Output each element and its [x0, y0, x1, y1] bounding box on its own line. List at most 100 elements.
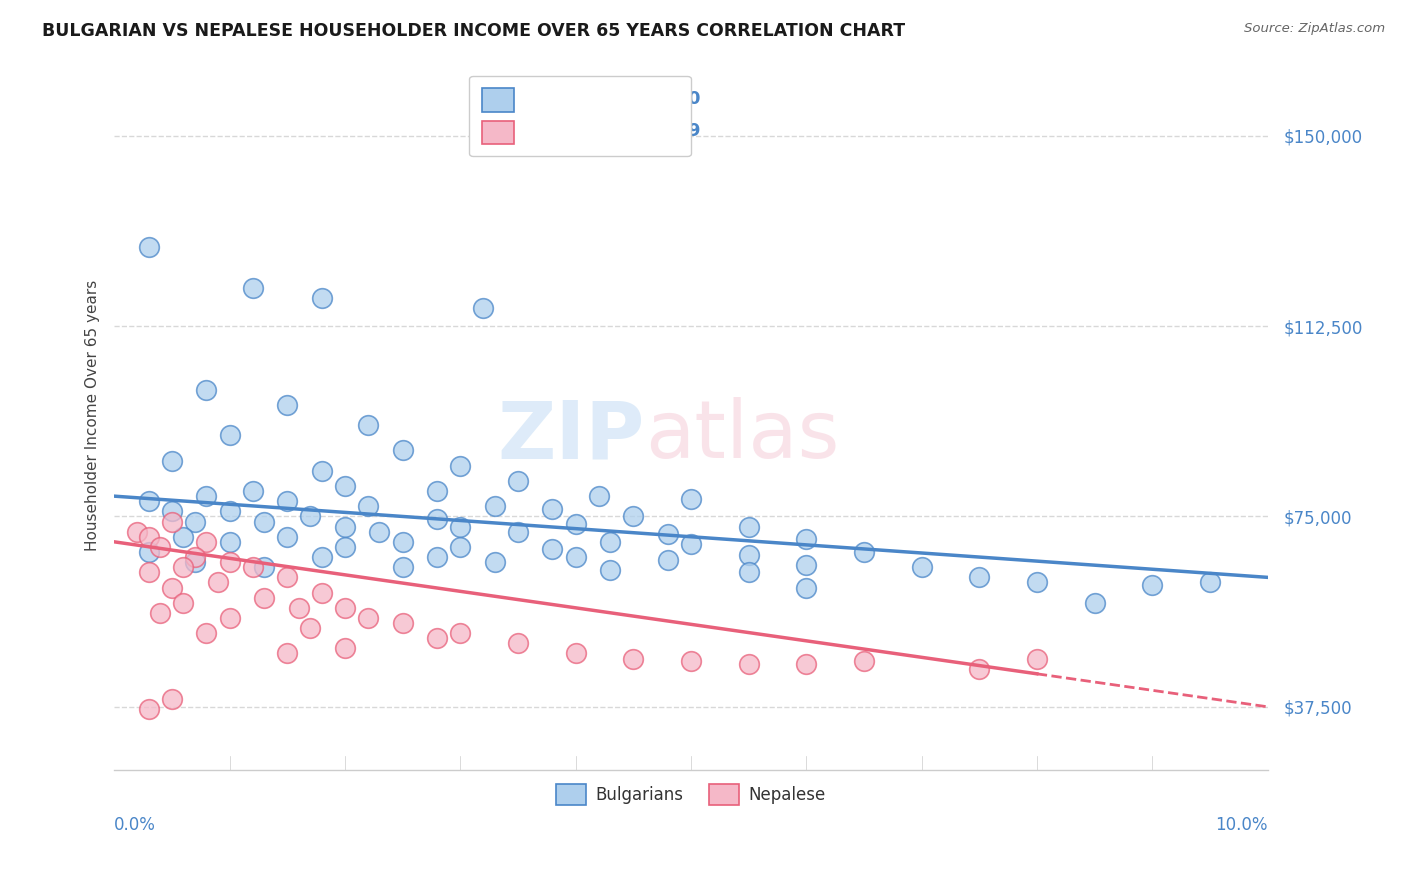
Point: [852, 654, 875, 668]
Point: [621, 509, 644, 524]
Point: [195, 534, 218, 549]
Point: [449, 626, 471, 640]
Point: [484, 555, 506, 569]
Point: [737, 657, 759, 671]
Point: [184, 515, 207, 529]
Point: [472, 301, 495, 316]
Point: [138, 702, 160, 716]
Point: [242, 560, 264, 574]
Point: [391, 615, 413, 630]
Point: [160, 504, 183, 518]
Point: [138, 240, 160, 254]
Point: [852, 545, 875, 559]
Point: [506, 636, 529, 650]
Point: [621, 651, 644, 665]
Point: [276, 647, 298, 661]
Point: [218, 504, 240, 518]
Point: [967, 662, 990, 676]
Legend: Bulgarians, Nepalese: Bulgarians, Nepalese: [550, 777, 832, 812]
Point: [506, 524, 529, 539]
Point: [195, 626, 218, 640]
Point: [391, 443, 413, 458]
Point: [195, 489, 218, 503]
Text: Source: ZipAtlas.com: Source: ZipAtlas.com: [1244, 22, 1385, 36]
Text: atlas: atlas: [645, 397, 839, 475]
Point: [794, 533, 817, 547]
Point: [679, 537, 702, 551]
Point: [218, 611, 240, 625]
Point: [242, 281, 264, 295]
Point: [127, 524, 149, 539]
Y-axis label: Householder Income Over 65 years: Householder Income Over 65 years: [86, 279, 100, 550]
Point: [218, 534, 240, 549]
Point: [449, 540, 471, 554]
Point: [172, 596, 194, 610]
Text: N = 70: N = 70: [633, 90, 700, 108]
Point: [299, 509, 322, 524]
Point: [1025, 651, 1047, 665]
Point: [149, 540, 172, 554]
Point: [311, 291, 333, 305]
Point: [149, 606, 172, 620]
Point: [679, 491, 702, 506]
Point: [657, 552, 679, 566]
Point: [276, 494, 298, 508]
Point: [426, 632, 449, 646]
Point: [1199, 575, 1222, 590]
Text: 0.0%: 0.0%: [114, 816, 156, 834]
Point: [794, 558, 817, 572]
Point: [160, 692, 183, 706]
Point: [160, 515, 183, 529]
Point: [449, 458, 471, 473]
Point: [138, 566, 160, 580]
Point: [276, 398, 298, 412]
Point: [391, 560, 413, 574]
Point: [311, 549, 333, 564]
Text: N = 39: N = 39: [633, 121, 700, 140]
Point: [138, 545, 160, 559]
Point: [276, 570, 298, 584]
Point: [541, 542, 564, 557]
Point: [195, 383, 218, 397]
Point: [184, 549, 207, 564]
Point: [794, 581, 817, 595]
Point: [333, 600, 356, 615]
Point: [484, 500, 506, 514]
Point: [311, 464, 333, 478]
Point: [1025, 575, 1047, 590]
Point: [242, 484, 264, 499]
Point: [564, 517, 586, 532]
Point: [426, 484, 449, 499]
Point: [160, 581, 183, 595]
Point: [1083, 596, 1105, 610]
Point: [564, 549, 586, 564]
Point: [333, 641, 356, 656]
Point: [207, 575, 229, 590]
Text: R = -0.229: R = -0.229: [530, 90, 627, 108]
Point: [138, 494, 160, 508]
Point: [333, 540, 356, 554]
Point: [287, 600, 309, 615]
Point: [299, 621, 322, 635]
Point: [253, 560, 276, 574]
Point: [794, 657, 817, 671]
Point: [1140, 578, 1163, 592]
Point: [357, 500, 380, 514]
Point: [333, 519, 356, 533]
Point: [541, 501, 564, 516]
Point: [172, 530, 194, 544]
Point: [357, 611, 380, 625]
Point: [426, 512, 449, 526]
Point: [737, 566, 759, 580]
Text: BULGARIAN VS NEPALESE HOUSEHOLDER INCOME OVER 65 YEARS CORRELATION CHART: BULGARIAN VS NEPALESE HOUSEHOLDER INCOME…: [42, 22, 905, 40]
Point: [737, 519, 759, 533]
Text: 10.0%: 10.0%: [1215, 816, 1268, 834]
Point: [368, 524, 391, 539]
Point: [588, 489, 610, 503]
Point: [172, 560, 194, 574]
Point: [910, 560, 932, 574]
Point: [160, 453, 183, 467]
Text: R = -0.441: R = -0.441: [530, 121, 626, 140]
Point: [253, 515, 276, 529]
Point: [218, 555, 240, 569]
